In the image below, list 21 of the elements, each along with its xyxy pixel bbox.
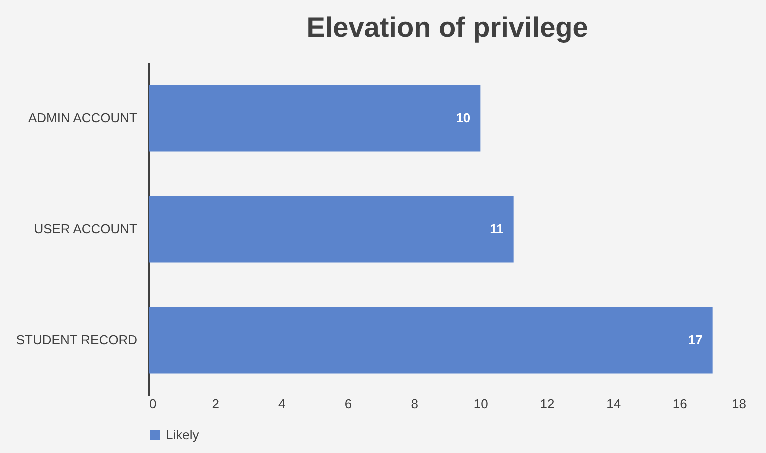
- x-tick-label: 10: [474, 396, 488, 412]
- x-tick-label: 8: [411, 396, 418, 412]
- chart-title: Elevation of privilege: [306, 12, 588, 43]
- x-tick-label: 14: [606, 396, 622, 412]
- legend-label: Likely: [166, 428, 200, 442]
- y-tick-label: USER ACCOUNT: [34, 222, 138, 236]
- y-tick-label: STUDENT RECORD: [16, 332, 138, 348]
- y-tick-label: ADMIN ACCOUNT: [28, 110, 138, 126]
- data-label: 11: [490, 222, 504, 236]
- data-label: 10: [456, 110, 471, 126]
- bar: [149, 196, 514, 263]
- x-tick-label: 0: [150, 396, 157, 412]
- x-tick-label: 6: [344, 396, 352, 412]
- data-label: 17: [688, 332, 703, 348]
- x-tick-label: 18: [732, 396, 746, 412]
- bar: [149, 307, 713, 374]
- bar: [149, 85, 481, 152]
- x-tick-label: 12: [540, 396, 555, 412]
- x-tick-label: 16: [672, 396, 688, 412]
- x-tick-label: 2: [212, 396, 220, 412]
- x-tick-label: 4: [278, 396, 286, 412]
